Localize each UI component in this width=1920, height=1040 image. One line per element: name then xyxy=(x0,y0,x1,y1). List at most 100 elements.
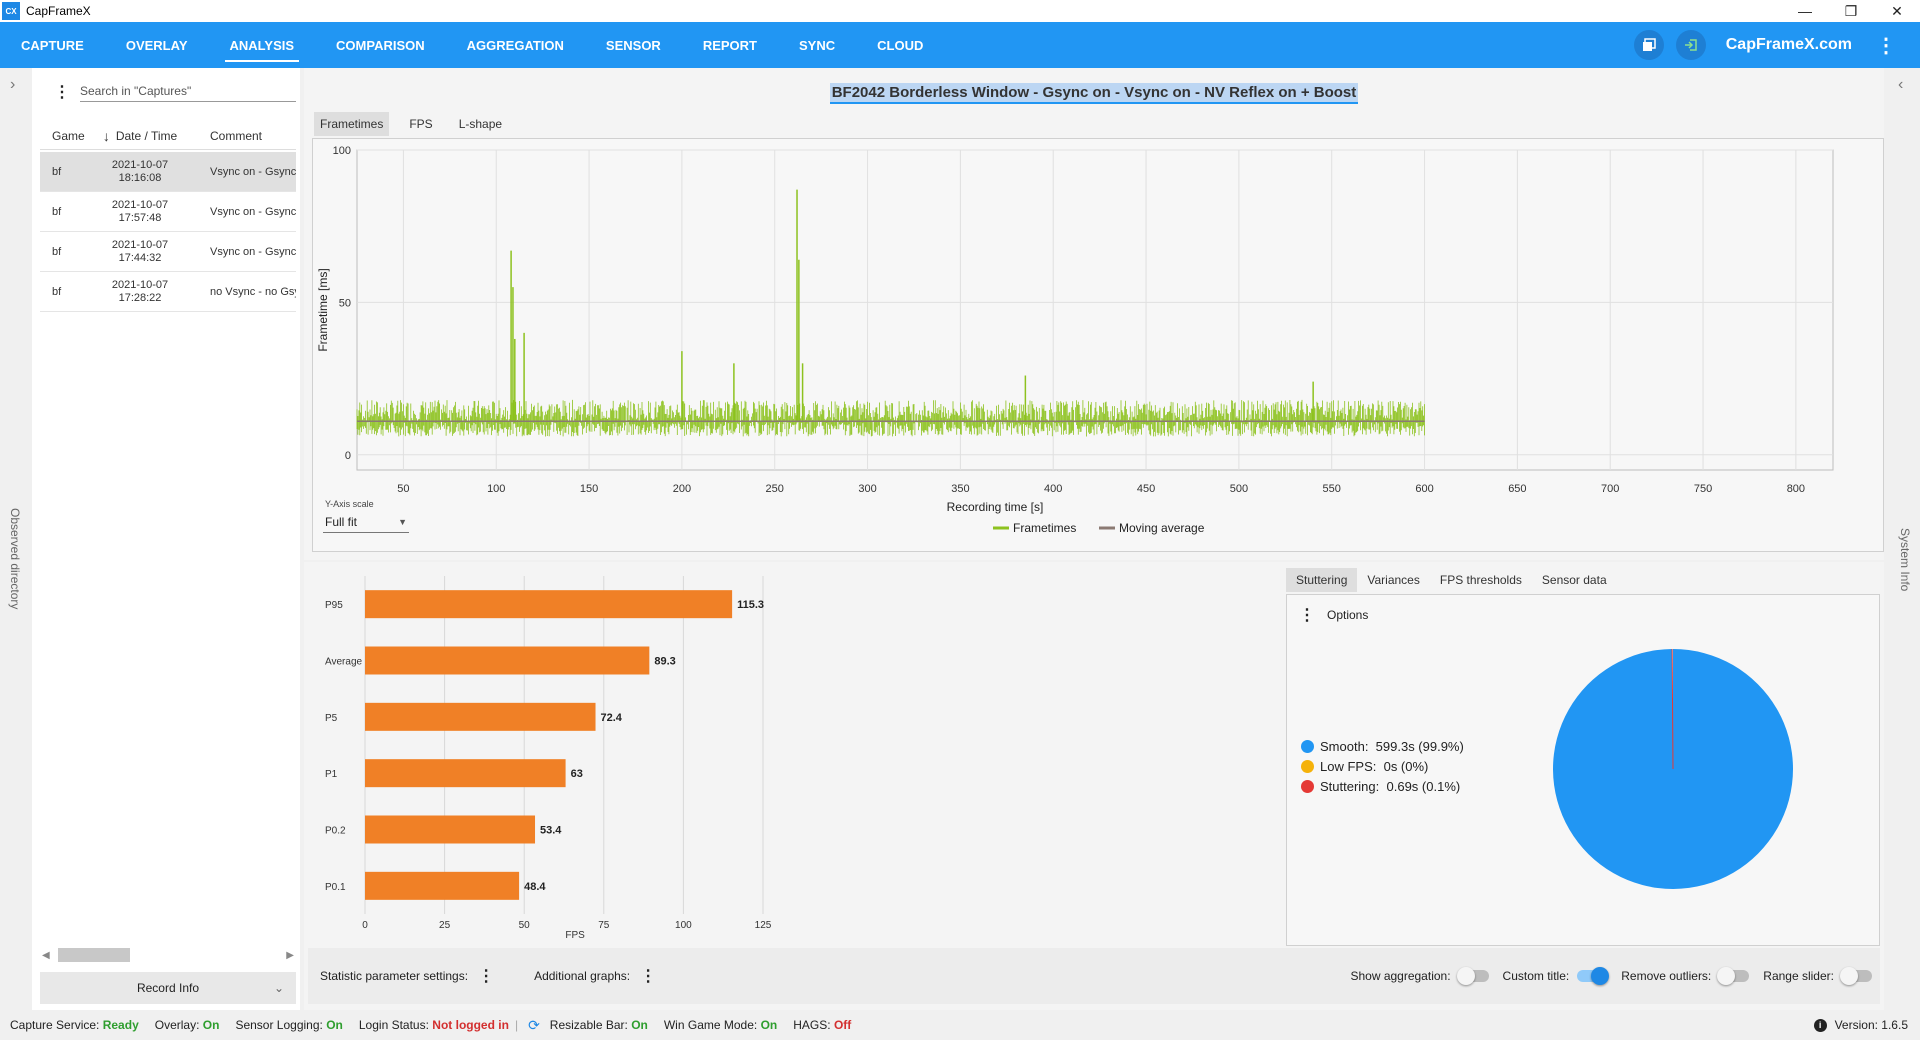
remove-outliers-toggle[interactable] xyxy=(1717,967,1750,985)
range-slider-label: Range slider: xyxy=(1763,969,1834,983)
y-axis-scale-select[interactable]: Full fit ▼ xyxy=(323,511,409,533)
scroll-left-icon[interactable]: ◀ xyxy=(42,949,50,961)
capframex-site-link[interactable]: CapFrameX.com xyxy=(1725,36,1852,53)
tab-comparison[interactable]: COMPARISON xyxy=(336,37,425,53)
column-comment[interactable]: Comment xyxy=(210,128,263,143)
stuttering-tabs: Stuttering Variances FPS thresholds Sens… xyxy=(1286,568,1617,592)
fps-bar xyxy=(365,871,520,900)
tab-aggregation[interactable]: AGGREGATION xyxy=(466,37,564,53)
options-menu[interactable]: ⋮ Options xyxy=(1299,605,1368,625)
tab-report[interactable]: REPORT xyxy=(702,37,757,53)
bar-category-label: P0.1 xyxy=(325,882,346,893)
scroll-right-icon[interactable]: ▶ xyxy=(286,949,294,961)
legend-stuttering: Stuttering: 0.69s (0.1%) xyxy=(1301,779,1464,794)
column-datetime[interactable]: ↓ Date / Time xyxy=(82,122,198,149)
bar-value-label: 89.3 xyxy=(654,656,675,668)
x-tick-label: 700 xyxy=(1601,483,1619,495)
bar-value-label: 115.3 xyxy=(737,599,764,611)
restore-icon[interactable]: ❐ xyxy=(1844,2,1858,19)
hags-status: HAGS: Off xyxy=(793,1018,851,1032)
column-game[interactable]: Game xyxy=(52,128,85,143)
x-tick-label: 25 xyxy=(439,920,451,931)
gallery-icon xyxy=(1642,38,1656,51)
tab-stuttering[interactable]: Stuttering xyxy=(1286,568,1358,592)
chart-title-text[interactable]: BF2042 Borderless Window - Gsync on - Vs… xyxy=(829,83,1359,104)
capture-service-label: Capture Service: xyxy=(10,1018,100,1032)
x-tick-label: 600 xyxy=(1415,483,1433,495)
tab-sync[interactable]: SYNC xyxy=(799,37,836,53)
additional-graphs-icon[interactable]: ⋮ xyxy=(640,968,657,985)
statistic-settings-icon[interactable]: ⋮ xyxy=(478,968,495,985)
screenshot-button[interactable] xyxy=(1633,30,1664,60)
expand-chevron-icon[interactable]: › xyxy=(10,76,16,93)
search-input[interactable]: Search in "Captures" xyxy=(80,80,296,102)
legend-stuttering-value: 0.69s (0.1%) xyxy=(1386,779,1461,794)
x-tick-label: 550 xyxy=(1323,483,1341,495)
tab-sensor[interactable]: SENSOR xyxy=(605,37,661,53)
login-status: Login Status: Not logged in xyxy=(359,1018,509,1032)
tab-capture[interactable]: CAPTURE xyxy=(21,37,84,53)
chart-title[interactable]: BF2042 Borderless Window - Gsync on - Vs… xyxy=(304,83,1884,104)
row-date: 2021-10-07 xyxy=(111,158,169,171)
sensor-logging-label: Sensor Logging: xyxy=(235,1018,323,1032)
version-value: 1.6.5 xyxy=(1881,1018,1908,1032)
login-status-value: Not logged in xyxy=(432,1018,509,1032)
analysis-subtabs: Frametimes FPS L-shape xyxy=(314,112,522,136)
observed-directory-label[interactable]: Observed directory xyxy=(8,508,22,610)
tab-cloud[interactable]: CLOUD xyxy=(877,37,924,53)
tab-l-shape[interactable]: L-shape xyxy=(458,117,503,131)
stuttering-pie-chart[interactable] xyxy=(1543,639,1803,899)
row-time: 18:16:08 xyxy=(118,171,162,184)
more-menu-icon[interactable]: ⋮ xyxy=(1876,34,1896,57)
legend-smooth-name: Smooth xyxy=(1320,739,1365,754)
tab-overlay[interactable]: OVERLAY xyxy=(125,37,188,53)
row-date: 2021-10-07 xyxy=(111,278,169,291)
overlay-value: On xyxy=(202,1018,220,1032)
sort-arrow-icon: ↓ xyxy=(102,127,110,144)
tab-sensor-data[interactable]: Sensor data xyxy=(1541,573,1607,587)
scrollbar-thumb[interactable] xyxy=(58,948,130,962)
login-button[interactable] xyxy=(1675,30,1706,60)
sidebar-menu-icon[interactable]: ⋮ xyxy=(54,84,70,101)
resizable-bar-value: On xyxy=(631,1018,648,1032)
horizontal-scrollbar[interactable]: ◀ ▶ xyxy=(40,946,296,964)
tab-fps-thresholds[interactable]: FPS thresholds xyxy=(1439,573,1522,587)
show-aggregation-toggle[interactable] xyxy=(1456,967,1489,985)
record-info-expander[interactable]: Record Info ⌄ xyxy=(40,972,296,1004)
fps-bar-chart[interactable]: 0 25 50 75 100 125 FPS P95 115.3 Average 89.3 P5 72.… xyxy=(304,562,864,942)
frametime-chart[interactable]: 50 100 150 200 250 300 350 400 450 500 550 600 650 70… xyxy=(313,139,1883,551)
dropdown-arrow-icon: ▼ xyxy=(398,517,407,527)
info-icon[interactable]: i xyxy=(1813,1018,1827,1032)
tab-fps[interactable]: FPS xyxy=(409,117,433,131)
y-tick-label: 100 xyxy=(333,145,351,157)
overlay-label: Overlay: xyxy=(154,1018,200,1032)
app-title: CapFrameX xyxy=(26,4,91,18)
game-mode-value: On xyxy=(760,1018,778,1032)
bar-category-label: P0.2 xyxy=(325,826,346,837)
tab-analysis[interactable]: ANALYSIS xyxy=(209,22,316,68)
collapse-chevron-icon[interactable]: ‹ xyxy=(1898,76,1904,93)
tab-variances[interactable]: Variances xyxy=(1367,573,1420,587)
minimize-icon[interactable]: — xyxy=(1798,3,1812,19)
row-datetime: 2021-10-07 18:16:08 xyxy=(82,159,198,185)
close-icon[interactable]: ✕ xyxy=(1891,2,1903,19)
x-tick-label: 400 xyxy=(1044,483,1062,495)
range-slider-toggle[interactable] xyxy=(1840,967,1872,985)
system-info-label[interactable]: System Info xyxy=(1898,528,1912,592)
hags-label: HAGS: xyxy=(793,1018,831,1032)
login-status-label: Login Status: xyxy=(358,1018,429,1032)
custom-title-toggle[interactable] xyxy=(1577,967,1610,985)
login-icon xyxy=(1684,39,1697,51)
refresh-icon[interactable]: ⟳ xyxy=(528,1016,540,1033)
divider: | xyxy=(514,1018,519,1032)
tab-frametimes[interactable]: Frametimes xyxy=(314,112,390,136)
legend-frametimes-label: Frametimes xyxy=(1013,521,1076,535)
pie-slice-stuttering xyxy=(1671,648,1674,770)
row-datetime: 2021-10-07 17:28:22 xyxy=(82,279,198,305)
row-datetime: 2021-10-07 17:44:32 xyxy=(82,239,198,265)
title-bar: CX CapFrameX — ❐ ✕ xyxy=(0,0,1920,22)
